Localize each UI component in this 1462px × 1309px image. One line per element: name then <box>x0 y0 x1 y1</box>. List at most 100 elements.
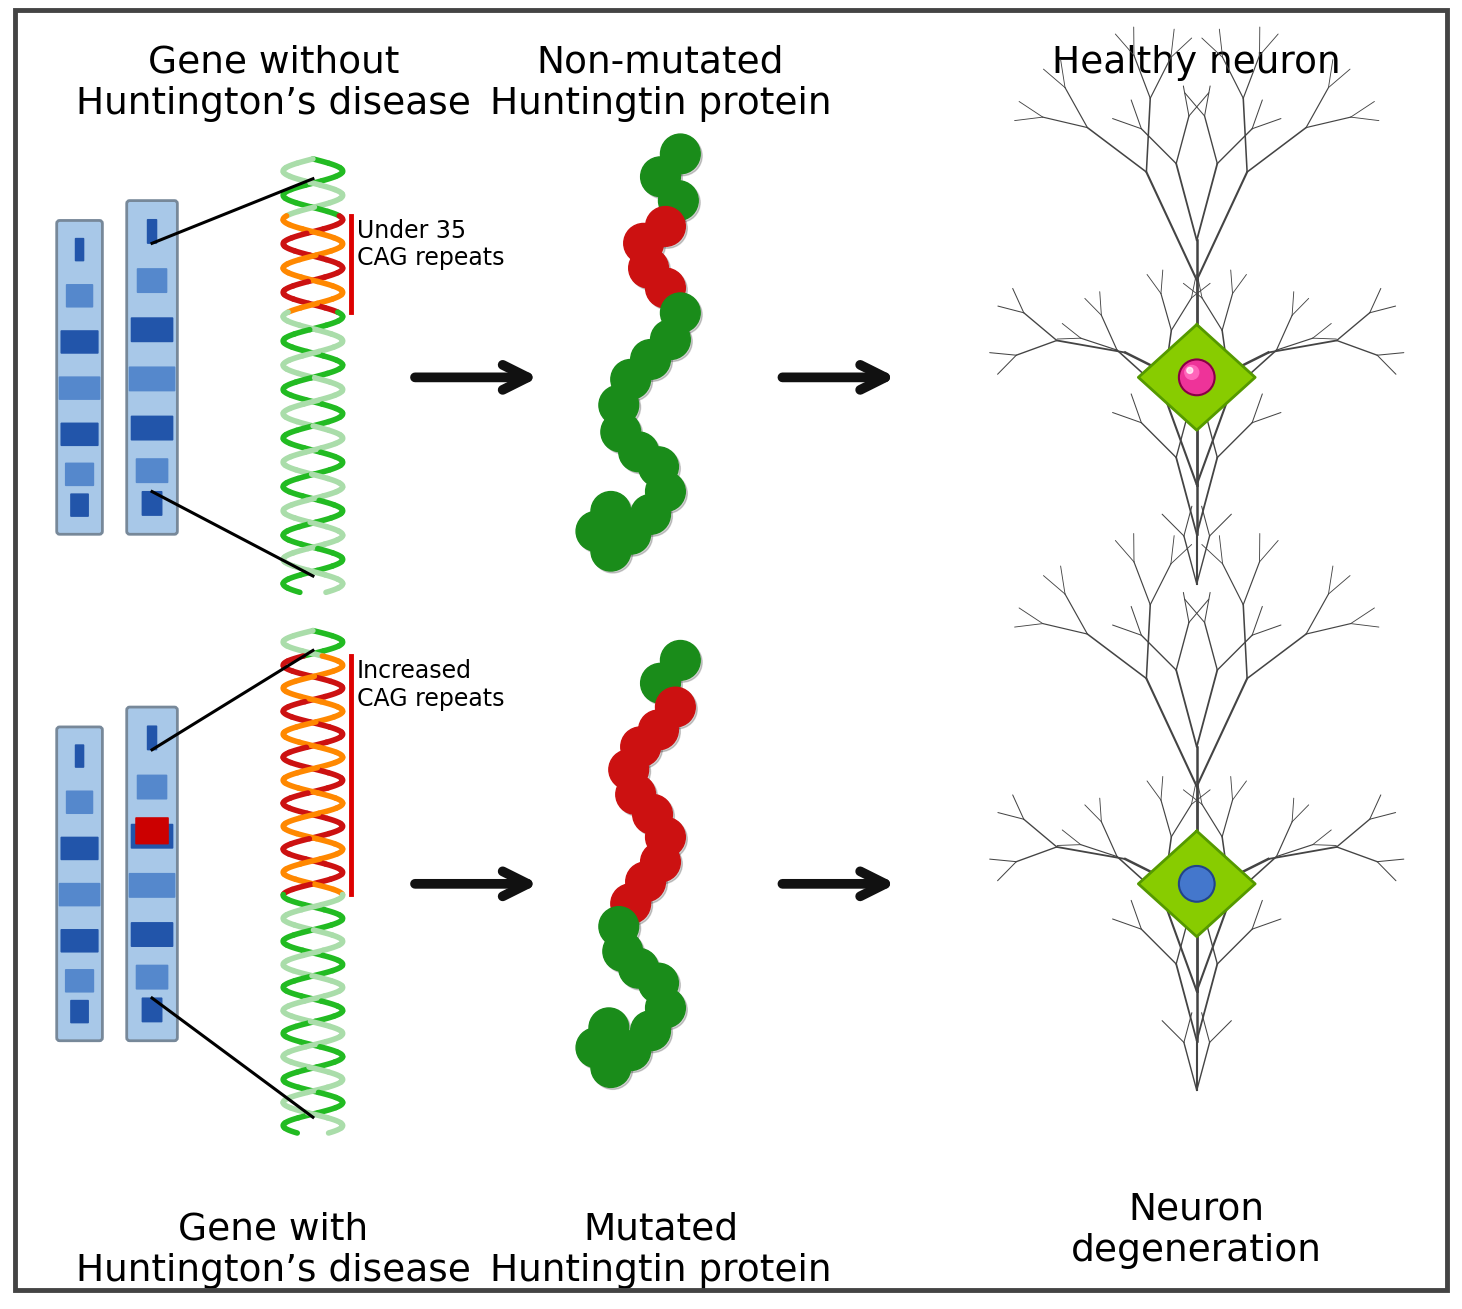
Circle shape <box>611 884 651 924</box>
FancyBboxPatch shape <box>129 367 175 391</box>
FancyBboxPatch shape <box>60 836 98 860</box>
Circle shape <box>613 516 652 556</box>
Circle shape <box>591 531 630 571</box>
Circle shape <box>662 136 702 175</box>
Circle shape <box>576 512 616 551</box>
Circle shape <box>630 250 671 291</box>
FancyBboxPatch shape <box>66 791 94 814</box>
Circle shape <box>611 360 651 399</box>
Circle shape <box>618 949 658 988</box>
Circle shape <box>640 449 680 488</box>
Circle shape <box>624 224 664 263</box>
Circle shape <box>1187 368 1193 373</box>
Text: Mutated
Huntingtin protein: Mutated Huntingtin protein <box>490 1212 832 1289</box>
FancyBboxPatch shape <box>70 1000 89 1024</box>
FancyBboxPatch shape <box>130 922 174 946</box>
Circle shape <box>623 729 662 768</box>
Circle shape <box>652 322 693 361</box>
Circle shape <box>661 293 700 332</box>
Circle shape <box>599 907 639 946</box>
FancyBboxPatch shape <box>136 965 168 990</box>
Circle shape <box>626 225 665 266</box>
FancyBboxPatch shape <box>70 493 89 517</box>
Circle shape <box>621 950 661 990</box>
Circle shape <box>611 514 651 554</box>
Circle shape <box>646 207 686 246</box>
Circle shape <box>655 687 696 726</box>
FancyBboxPatch shape <box>136 817 168 844</box>
FancyBboxPatch shape <box>60 330 98 353</box>
Circle shape <box>618 776 658 817</box>
Circle shape <box>639 709 678 750</box>
Circle shape <box>643 844 683 884</box>
FancyBboxPatch shape <box>130 823 174 848</box>
Text: Increased
CAG repeats: Increased CAG repeats <box>357 658 504 711</box>
Circle shape <box>1178 867 1215 902</box>
Circle shape <box>635 796 674 836</box>
Circle shape <box>616 775 655 814</box>
FancyBboxPatch shape <box>64 462 94 486</box>
Circle shape <box>602 932 643 971</box>
Circle shape <box>613 1033 652 1072</box>
Circle shape <box>648 208 687 249</box>
Circle shape <box>613 361 652 401</box>
Circle shape <box>602 414 643 454</box>
Circle shape <box>661 134 700 174</box>
Circle shape <box>640 965 680 1005</box>
Circle shape <box>627 864 668 903</box>
FancyBboxPatch shape <box>57 220 102 534</box>
Circle shape <box>601 412 640 452</box>
Text: Under 35
CAG repeats: Under 35 CAG repeats <box>357 219 504 271</box>
Circle shape <box>643 158 683 199</box>
Circle shape <box>640 157 680 196</box>
FancyBboxPatch shape <box>146 219 158 243</box>
Circle shape <box>611 1030 651 1071</box>
FancyBboxPatch shape <box>58 377 101 401</box>
Circle shape <box>589 1008 629 1047</box>
Circle shape <box>643 665 683 706</box>
Circle shape <box>633 496 673 537</box>
FancyBboxPatch shape <box>142 491 162 516</box>
FancyBboxPatch shape <box>75 238 85 262</box>
FancyBboxPatch shape <box>60 929 98 953</box>
FancyBboxPatch shape <box>137 775 167 800</box>
Circle shape <box>640 842 680 882</box>
Circle shape <box>646 988 686 1028</box>
Circle shape <box>621 435 661 474</box>
Circle shape <box>648 819 687 859</box>
Circle shape <box>646 268 686 308</box>
Circle shape <box>646 471 686 512</box>
Circle shape <box>1184 365 1199 380</box>
Text: Healthy neuron: Healthy neuron <box>1053 45 1341 81</box>
Text: Gene with
Huntington’s disease: Gene with Huntington’s disease <box>76 1212 471 1289</box>
Text: Non-mutated
Huntingtin protein: Non-mutated Huntingtin protein <box>490 45 832 122</box>
Circle shape <box>621 726 661 767</box>
FancyBboxPatch shape <box>57 726 102 1041</box>
Circle shape <box>626 863 665 902</box>
Circle shape <box>601 387 640 427</box>
Circle shape <box>594 1050 633 1089</box>
Text: Gene without
Huntington’s disease: Gene without Huntington’s disease <box>76 45 471 122</box>
Circle shape <box>648 270 687 310</box>
Circle shape <box>648 474 687 513</box>
Circle shape <box>630 495 671 534</box>
Circle shape <box>576 1028 616 1068</box>
FancyBboxPatch shape <box>146 725 158 750</box>
Circle shape <box>640 664 680 703</box>
FancyBboxPatch shape <box>130 415 174 441</box>
FancyBboxPatch shape <box>58 882 101 906</box>
Circle shape <box>577 1030 618 1069</box>
Circle shape <box>599 385 639 425</box>
Circle shape <box>1178 360 1215 395</box>
Circle shape <box>591 1047 630 1088</box>
Circle shape <box>648 990 687 1030</box>
FancyBboxPatch shape <box>137 268 167 293</box>
Circle shape <box>591 492 630 531</box>
FancyBboxPatch shape <box>129 873 175 898</box>
Circle shape <box>633 795 673 834</box>
FancyBboxPatch shape <box>127 707 177 1041</box>
Circle shape <box>633 342 673 381</box>
Circle shape <box>608 750 649 789</box>
Circle shape <box>618 432 658 471</box>
Circle shape <box>661 640 700 681</box>
